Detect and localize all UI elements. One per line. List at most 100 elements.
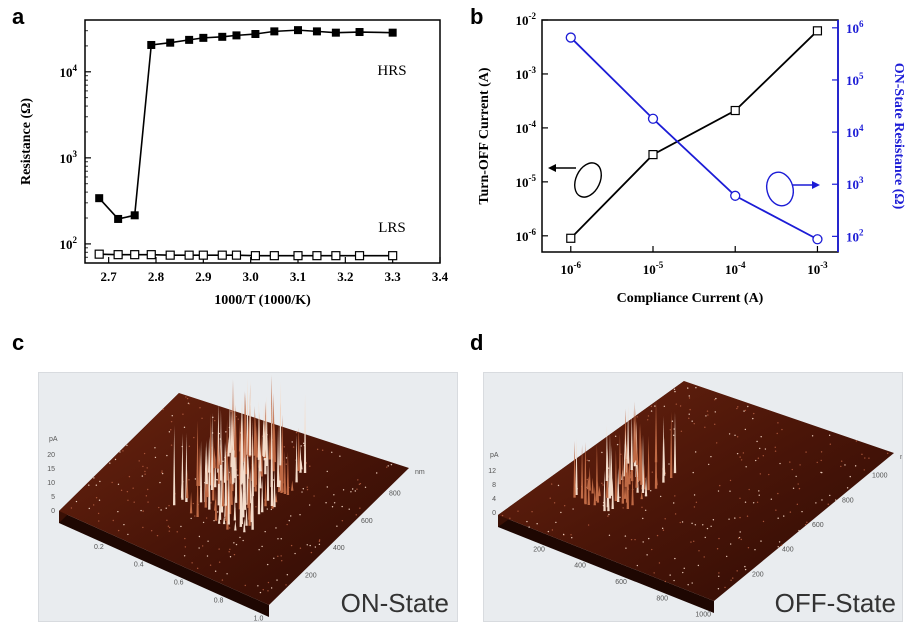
afm-speckle xyxy=(259,591,262,594)
afm-speckle xyxy=(679,405,682,407)
data-point-hrs xyxy=(294,26,302,35)
afm-current-spike xyxy=(614,449,618,501)
afm-speckle xyxy=(339,455,341,457)
afm-speckle xyxy=(209,564,212,566)
y-left-tick-label-b: 10-6 xyxy=(516,227,537,244)
afm-surface-off-state: 0 4 8 12 pA 200 400 600 800 1000 nm 200 400 600 800 100… xyxy=(488,381,902,619)
afm-speckle xyxy=(673,502,675,504)
afm-speckle xyxy=(127,499,129,501)
afm-speckle xyxy=(736,570,738,572)
afm-current-spike xyxy=(605,466,609,498)
afm-speckle xyxy=(616,443,619,446)
afm-current-spike xyxy=(244,392,247,457)
afm-speckle xyxy=(201,417,203,420)
afm-speckle xyxy=(302,488,305,490)
afm-speckle xyxy=(295,431,298,434)
afm-speckle xyxy=(619,496,621,499)
x-tick-label-a: 2.7 xyxy=(101,269,118,284)
afm-speckle xyxy=(226,573,228,575)
afm-current-spike xyxy=(254,460,257,492)
data-point-hrs xyxy=(185,35,194,44)
afm-speckle xyxy=(688,417,690,420)
afm-speckle xyxy=(693,494,696,496)
y-left-tick-label-b: 10-5 xyxy=(516,173,537,190)
afm-speckle xyxy=(864,457,866,459)
afm-speckle xyxy=(140,509,142,512)
afm-current-spike xyxy=(251,419,254,497)
data-point-lrs xyxy=(94,249,104,259)
afm-speckle xyxy=(306,544,308,546)
afm-speckle xyxy=(855,440,858,442)
afm-speckle xyxy=(235,543,238,546)
afm-speckle xyxy=(359,507,361,509)
data-point-lrs xyxy=(354,251,365,261)
data-point-turn-off-current xyxy=(566,233,576,243)
afm-speckle xyxy=(150,530,153,532)
afm-x-tick-label: 0.6 xyxy=(174,580,184,587)
afm-speckle xyxy=(791,468,793,471)
afm-speckle xyxy=(820,459,822,462)
afm-speckle xyxy=(342,489,345,491)
afm-speckle xyxy=(145,495,148,497)
afm-speckle xyxy=(198,547,200,549)
afm-speckle xyxy=(283,446,286,448)
afm-speckle xyxy=(668,463,670,465)
afm-speckle xyxy=(768,473,770,476)
afm-speckle xyxy=(602,484,604,486)
afm-speckle xyxy=(796,503,799,506)
afm-current-spike xyxy=(647,435,650,491)
afm-speckle xyxy=(202,521,205,524)
afm-current-spike xyxy=(214,498,217,511)
afm-current-spike xyxy=(210,418,214,491)
afm-speckle xyxy=(664,580,667,583)
afm-current-spike xyxy=(654,427,658,489)
afm-speckle xyxy=(647,415,650,417)
afm-speckle xyxy=(774,450,777,452)
afm-speckle xyxy=(687,387,689,389)
afm-speckle xyxy=(167,525,170,527)
series-line-hrs xyxy=(98,29,393,220)
afm-speckle xyxy=(166,454,168,457)
afm-speckle xyxy=(779,462,781,465)
x-tick-label-a: 2.9 xyxy=(195,269,212,284)
afm-speckle xyxy=(316,448,319,451)
afm-speckle xyxy=(133,501,135,503)
afm-speckle xyxy=(759,447,761,450)
afm-speckle xyxy=(300,445,302,447)
x-tick-label-a: 3.1 xyxy=(290,269,306,284)
data-point-lrs xyxy=(293,251,303,261)
afm-speckle xyxy=(229,556,232,558)
afm-current-spike xyxy=(253,405,257,456)
afm-speckle xyxy=(815,502,817,504)
afm-speckle xyxy=(868,457,870,459)
afm-speckle xyxy=(715,397,717,400)
afm-current-spike xyxy=(185,470,189,499)
afm-speckle xyxy=(669,574,671,576)
afm-speckle xyxy=(214,419,216,422)
afm-speckle xyxy=(713,399,716,401)
afm-speckle xyxy=(698,550,700,552)
afm-current-spike xyxy=(628,454,631,485)
afm-speckle xyxy=(551,529,554,531)
afm-speckle xyxy=(188,479,190,481)
afm-speckle xyxy=(306,486,308,488)
afm-speckle xyxy=(674,557,676,560)
afm-speckle xyxy=(634,538,636,541)
panel-letter-a: a xyxy=(12,4,25,29)
afm-speckle xyxy=(734,434,736,437)
afm-current-spike xyxy=(243,438,247,510)
afm-y-tick-label: 800 xyxy=(389,490,401,497)
afm-speckle xyxy=(183,426,186,429)
afm-speckle xyxy=(707,463,710,466)
afm-speckle xyxy=(740,538,742,541)
afm-speckle xyxy=(318,540,321,542)
series-label-hrs: HRS xyxy=(377,63,406,79)
afm-speckle xyxy=(132,487,134,489)
afm-current-spike xyxy=(233,495,237,521)
afm-speckle xyxy=(285,463,287,465)
afm-speckle xyxy=(754,548,756,551)
afm-speckle xyxy=(206,555,209,557)
afm-speckle xyxy=(180,525,182,528)
afm-current-spike xyxy=(216,431,219,469)
afm-speckle xyxy=(695,387,697,389)
